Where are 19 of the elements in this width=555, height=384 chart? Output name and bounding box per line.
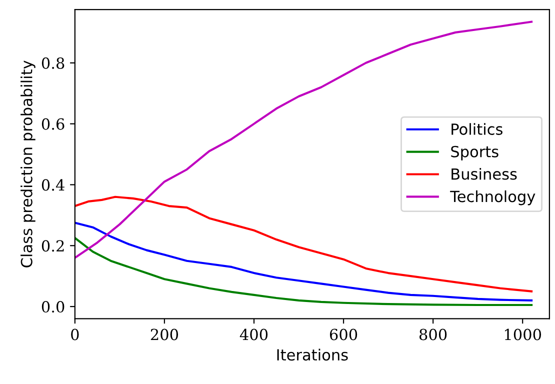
y-tick-label: 0.4 bbox=[42, 179, 64, 191]
x-tick-label: 1000 bbox=[505, 328, 542, 340]
legend-label: Politics bbox=[452, 123, 502, 135]
y-tick-label: 0.2 bbox=[42, 240, 64, 252]
x-tick-label: 800 bbox=[420, 328, 447, 340]
legend-label: Business bbox=[452, 168, 517, 180]
y-tick-label: 0.6 bbox=[42, 118, 64, 130]
legend-label: Sports bbox=[451, 146, 498, 160]
line-series bbox=[74, 236, 533, 306]
x-tick-label: 0 bbox=[71, 328, 79, 340]
x-axis-title: Iterations bbox=[277, 348, 348, 361]
y-axis-title: Class prediction probability bbox=[20, 60, 36, 268]
legend-label: Technology bbox=[450, 190, 536, 206]
x-tick-label: 600 bbox=[330, 328, 358, 340]
x-tick-label: 400 bbox=[240, 328, 268, 340]
line-series bbox=[74, 222, 533, 302]
y-tick-label: 0.8 bbox=[42, 57, 64, 69]
x-tick-label: 200 bbox=[150, 328, 178, 340]
y-tick-label: 0.0 bbox=[42, 301, 64, 313]
